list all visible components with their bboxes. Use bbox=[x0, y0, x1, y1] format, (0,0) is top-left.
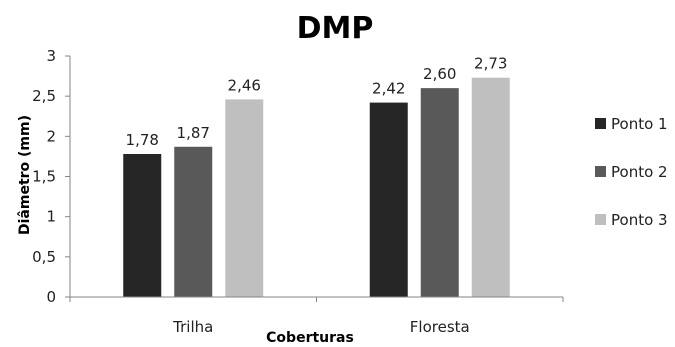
legend-swatch bbox=[595, 214, 606, 225]
bar bbox=[420, 88, 459, 297]
data-label: 1,78 bbox=[126, 131, 159, 149]
x-tick-label: Floresta bbox=[410, 318, 470, 336]
legend-label: Ponto 1 bbox=[611, 115, 668, 133]
legend-swatch bbox=[595, 118, 606, 129]
legend-swatch bbox=[595, 166, 606, 177]
y-tick-label: 1 bbox=[46, 208, 56, 226]
legend: Ponto 1 Ponto 2 Ponto 3 bbox=[595, 115, 668, 229]
x-tick-label: Trilha bbox=[172, 318, 213, 336]
y-axis-title: Diâmetro (mm) bbox=[17, 115, 33, 235]
bar bbox=[123, 154, 162, 297]
y-tick-label: 0 bbox=[46, 288, 56, 306]
x-axis-title: Coberturas bbox=[266, 330, 354, 346]
legend-label: Ponto 2 bbox=[611, 163, 668, 181]
chart-title: DMP bbox=[297, 11, 374, 46]
bar bbox=[471, 77, 510, 297]
y-tick-label: 2,5 bbox=[32, 87, 56, 105]
axes-group bbox=[69, 56, 564, 302]
bar bbox=[369, 102, 408, 298]
x-axis-ticks: Trilha Floresta bbox=[172, 318, 470, 336]
bars-group bbox=[123, 77, 510, 298]
data-label: 2,46 bbox=[228, 76, 261, 94]
data-labels-group: 1,78 1,87 2,46 2,42 2,60 2,73 bbox=[126, 55, 508, 149]
bar bbox=[225, 99, 264, 297]
data-label: 1,87 bbox=[177, 124, 210, 142]
y-tick-label: 2 bbox=[46, 127, 56, 145]
y-tick-label: 1,5 bbox=[32, 168, 56, 186]
y-tick-label: 3 bbox=[46, 47, 56, 65]
bar bbox=[174, 146, 213, 297]
data-label: 2,42 bbox=[372, 80, 405, 98]
legend-label: Ponto 3 bbox=[611, 211, 668, 229]
data-label: 2,60 bbox=[423, 65, 456, 83]
y-tick-label: 0,5 bbox=[32, 248, 56, 266]
data-label: 2,73 bbox=[474, 55, 507, 73]
y-axis-ticks: 0 0,5 1 1,5 2 2,5 3 bbox=[32, 47, 70, 306]
